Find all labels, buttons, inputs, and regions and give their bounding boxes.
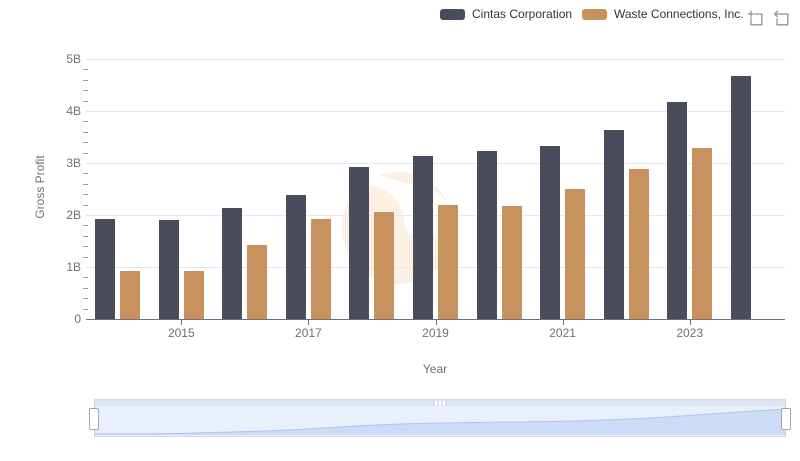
y-minor-tick — [83, 100, 88, 102]
gridline-2B — [86, 215, 785, 216]
bar-cintas-2021[interactable] — [540, 145, 561, 319]
datazoom-right-handle[interactable] — [781, 408, 791, 430]
restore-icon[interactable] — [772, 10, 789, 27]
bar-waste-connections-2014[interactable] — [120, 270, 141, 319]
bar-waste-connections-2016[interactable] — [247, 245, 268, 319]
bar-cintas-2018[interactable] — [349, 167, 370, 319]
x-axis-tick — [689, 320, 691, 325]
y-minor-tick — [83, 204, 88, 206]
x-tick-label: 2019 — [422, 326, 449, 340]
x-tick-label: 2023 — [676, 326, 704, 340]
x-tick-label: 2015 — [167, 326, 195, 340]
y-minor-tick — [83, 298, 88, 300]
y-minor-tick — [83, 183, 88, 185]
y-minor-tick — [83, 173, 88, 175]
y-minor-tick — [83, 142, 88, 144]
datazoom-track[interactable] — [94, 406, 786, 437]
y-minor-tick — [83, 121, 88, 123]
y-tick-label: 0 — [74, 312, 81, 326]
bar-cintas-2023[interactable] — [667, 102, 688, 319]
datazoom-slider[interactable] — [89, 399, 791, 438]
y-minor-tick — [83, 287, 88, 289]
bar-cintas-2017[interactable] — [285, 195, 306, 319]
x-tick-label: 2017 — [295, 326, 322, 340]
x-axis-title: Year — [422, 362, 448, 376]
y-minor-tick — [83, 131, 88, 133]
bar-waste-connections-2022[interactable] — [628, 169, 649, 319]
bar-cintas-2020[interactable] — [476, 151, 497, 319]
x-axis-tick — [181, 320, 183, 325]
bar-cintas-2024[interactable] — [730, 76, 751, 319]
y-minor-tick — [83, 308, 88, 310]
y-minor-tick — [83, 235, 88, 237]
bar-waste-connections-2017[interactable] — [310, 219, 331, 319]
y-tick-label: 4B — [66, 104, 81, 118]
y-minor-tick — [83, 69, 88, 71]
y-minor-tick — [83, 246, 88, 248]
gridline-5B — [86, 59, 785, 60]
y-minor-tick — [83, 225, 88, 227]
legend-item-cintas[interactable]: Cintas Corporation — [440, 7, 572, 21]
bar-waste-connections-2019[interactable] — [438, 205, 458, 319]
gridline-3B — [86, 163, 785, 164]
y-minor-tick — [83, 194, 88, 196]
bar-cintas-2022[interactable] — [603, 130, 624, 319]
bar-waste-connections-2023[interactable] — [692, 148, 713, 319]
y-minor-tick — [83, 256, 88, 258]
y-minor-tick — [83, 90, 88, 92]
bar-cintas-2019[interactable] — [413, 155, 433, 319]
datazoom-move-handle[interactable] — [94, 399, 786, 406]
bar-waste-connections-2021[interactable] — [565, 189, 586, 319]
legend-swatch-cintas — [440, 8, 465, 20]
y-minor-tick — [83, 152, 88, 154]
bar-cintas-2016[interactable] — [222, 207, 243, 319]
legend-label-cintas: Cintas Corporation — [472, 7, 573, 21]
gridline-1B — [86, 267, 785, 268]
bar-waste-connections-2015[interactable] — [183, 270, 204, 319]
y-tick-label: 1B — [66, 260, 81, 274]
datazoom-left-handle[interactable] — [89, 408, 99, 430]
bar-cintas-2015[interactable] — [158, 219, 179, 319]
x-axis-tick — [308, 320, 310, 325]
y-minor-tick — [83, 79, 88, 81]
legend-label-waste-connections: Waste Connections, Inc. — [614, 7, 744, 21]
y-tick-label: 3B — [66, 156, 81, 170]
x-axis-line — [86, 319, 785, 320]
datazoom-data-shadow — [95, 408, 785, 435]
datazoom-grip-icon — [435, 401, 445, 405]
legend-item-waste-connections[interactable]: Waste Connections, Inc. — [582, 7, 744, 21]
x-tick-label: 2021 — [549, 326, 576, 340]
x-axis-tick — [435, 320, 437, 325]
bar-waste-connections-2020[interactable] — [501, 206, 522, 319]
bar-waste-connections-2018[interactable] — [374, 211, 395, 319]
y-tick-label: 2B — [66, 208, 81, 222]
y-minor-tick — [83, 277, 88, 279]
legend-swatch-waste-connections — [582, 8, 607, 20]
y-axis-title: Gross Profit — [33, 155, 47, 219]
bar-cintas-2014[interactable] — [95, 219, 116, 319]
y-tick-label: 5B — [66, 52, 81, 66]
x-axis-tick — [562, 320, 564, 325]
data-zoom-icon[interactable] — [746, 10, 763, 27]
gridline-4B — [86, 111, 785, 112]
